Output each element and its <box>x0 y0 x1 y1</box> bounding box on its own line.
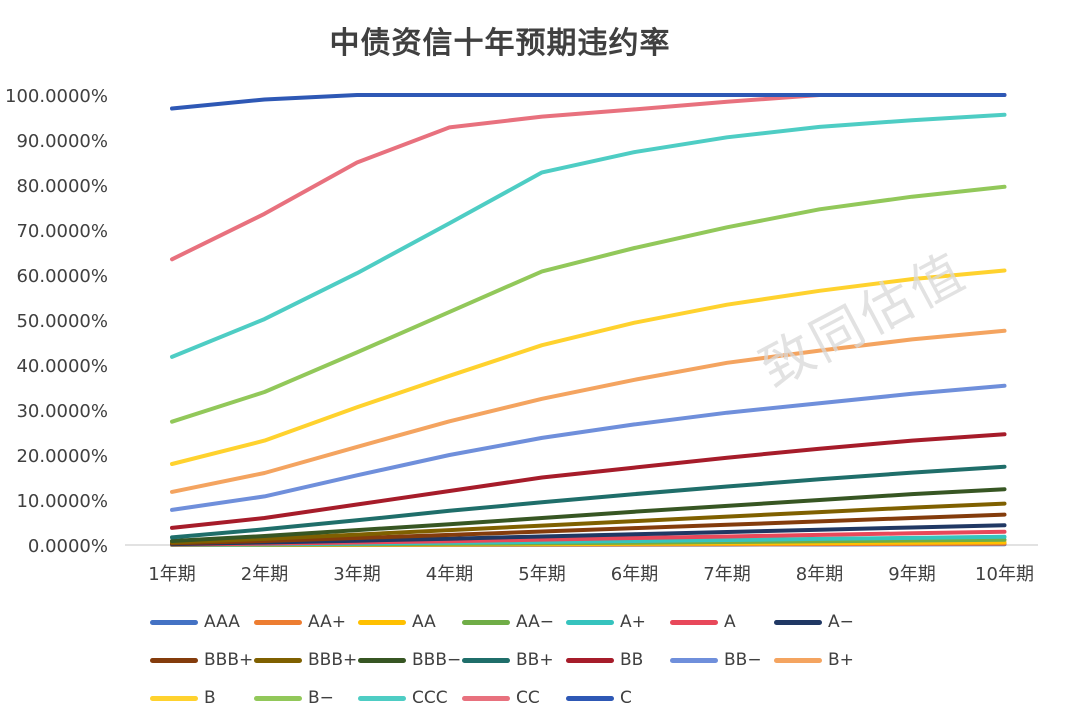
legend-item: A− <box>774 612 878 632</box>
y-tick-label: 0.0000% <box>28 536 108 557</box>
series-line-14 <box>170 268 1007 466</box>
chart-title: 中债资信十年预期违约率 <box>329 26 671 61</box>
legend-item: BB+ <box>462 650 566 670</box>
legend-swatch <box>774 619 822 625</box>
legend-label: B− <box>308 688 334 708</box>
legend-item: BB <box>566 650 670 670</box>
x-tick-label: 7年期 <box>703 564 750 585</box>
legend-swatch <box>670 657 718 663</box>
legend-label: C <box>620 688 632 708</box>
legend-label: A− <box>828 612 854 632</box>
legend-label: CC <box>516 688 540 708</box>
series-line-6 <box>170 523 1007 547</box>
legend-label: BBB− <box>412 650 462 670</box>
legend-label: BB+ <box>516 650 554 670</box>
legend-label: B <box>204 688 216 708</box>
legend-swatch <box>150 657 198 663</box>
legend-label: BB <box>620 650 644 670</box>
y-tick-label: 70.0000% <box>16 221 108 242</box>
series-line-7 <box>170 512 1007 546</box>
legend-label: AA− <box>516 612 554 632</box>
x-tick-label: 1年期 <box>148 564 195 585</box>
legend-item: CC <box>462 688 566 708</box>
legend-row: AAA AA+ AA AA− A+ A A− <box>150 603 1050 641</box>
legend-label: B+ <box>828 650 854 670</box>
y-tick-label: 60.0000% <box>16 266 108 287</box>
legend-label: BBB+ <box>308 650 358 670</box>
legend-item: AA <box>358 612 462 632</box>
series-line-13 <box>170 328 1007 494</box>
series-line-11 <box>170 432 1007 530</box>
legend-swatch <box>150 619 198 625</box>
legend-swatch <box>254 695 302 701</box>
legend-swatch <box>358 619 406 625</box>
legend-swatch <box>254 657 302 663</box>
legend-item: AA+ <box>254 612 358 632</box>
x-tick-label: 5年期 <box>518 564 565 585</box>
y-tick-label: 90.0000% <box>16 131 108 152</box>
x-tick-label: 10年期 <box>975 564 1034 585</box>
legend-swatch <box>254 619 302 625</box>
legend-item: B− <box>254 688 358 708</box>
legend-item: BBB+ <box>254 650 358 670</box>
series-line-9 <box>170 487 1007 543</box>
legend-swatch <box>358 695 406 701</box>
legend-item: B+ <box>774 650 878 670</box>
legend-item: A+ <box>566 612 670 632</box>
legend-swatch <box>358 657 406 663</box>
legend-swatch <box>566 695 614 701</box>
series-line-10 <box>170 464 1007 540</box>
legend-item: AAA <box>150 612 254 632</box>
y-tick-label: 40.0000% <box>16 356 108 377</box>
series-line-12 <box>170 383 1007 512</box>
series-line-8 <box>170 501 1007 545</box>
series-line-17 <box>170 93 1007 262</box>
legend-item: BBB+ <box>150 650 254 670</box>
legend-swatch <box>150 695 198 701</box>
legend-row: B B− CCC CC C <box>150 679 1050 717</box>
y-tick-label: 30.0000% <box>16 401 108 422</box>
legend-item: A <box>670 612 774 632</box>
series-line-15 <box>170 184 1007 424</box>
legend-label: AAA <box>204 612 240 632</box>
x-tick-label: 6年期 <box>611 564 658 585</box>
legend-label: CCC <box>412 688 448 708</box>
legend-item: AA− <box>462 612 566 632</box>
legend: AAA AA+ AA AA− A+ A A− BBB+ BBB+ BBB− BB+ BB BB− B+ B B… <box>150 603 1050 717</box>
legend-label: BBB+ <box>204 650 254 670</box>
x-tick-label: 8年期 <box>796 564 843 585</box>
x-tick-label: 2年期 <box>241 564 288 585</box>
y-tick-label: 80.0000% <box>16 176 108 197</box>
legend-label: BB− <box>724 650 762 670</box>
legend-swatch <box>566 657 614 663</box>
legend-item: B <box>150 688 254 708</box>
y-tick-label: 20.0000% <box>16 446 108 467</box>
y-tick-label: 50.0000% <box>16 311 108 332</box>
x-tick-label: 4年期 <box>426 564 473 585</box>
legend-swatch <box>462 619 510 625</box>
legend-label: AA+ <box>308 612 346 632</box>
legend-row: BBB+ BBB+ BBB− BB+ BB BB− B+ <box>150 641 1050 679</box>
y-tick-label: 10.0000% <box>16 491 108 512</box>
legend-item: BB− <box>670 650 774 670</box>
legend-label: A+ <box>620 612 646 632</box>
series-line-18 <box>170 93 1007 111</box>
legend-swatch <box>462 657 510 663</box>
legend-item: BBB− <box>358 650 462 670</box>
legend-swatch <box>566 619 614 625</box>
legend-label: AA <box>412 612 436 632</box>
legend-item: CCC <box>358 688 462 708</box>
x-tick-label: 9年期 <box>888 564 935 585</box>
legend-item: C <box>566 688 670 708</box>
x-tick-label: 3年期 <box>333 564 380 585</box>
series-line-16 <box>170 112 1007 359</box>
y-tick-label: 100.0000% <box>5 86 108 107</box>
legend-label: A <box>724 612 736 632</box>
legend-swatch <box>670 619 718 625</box>
legend-swatch <box>462 695 510 701</box>
line-chart: 0.0000% 10.0000% 20.0000% 30.0000% 40.0000% 5… <box>5 86 1038 585</box>
legend-swatch <box>774 657 822 663</box>
